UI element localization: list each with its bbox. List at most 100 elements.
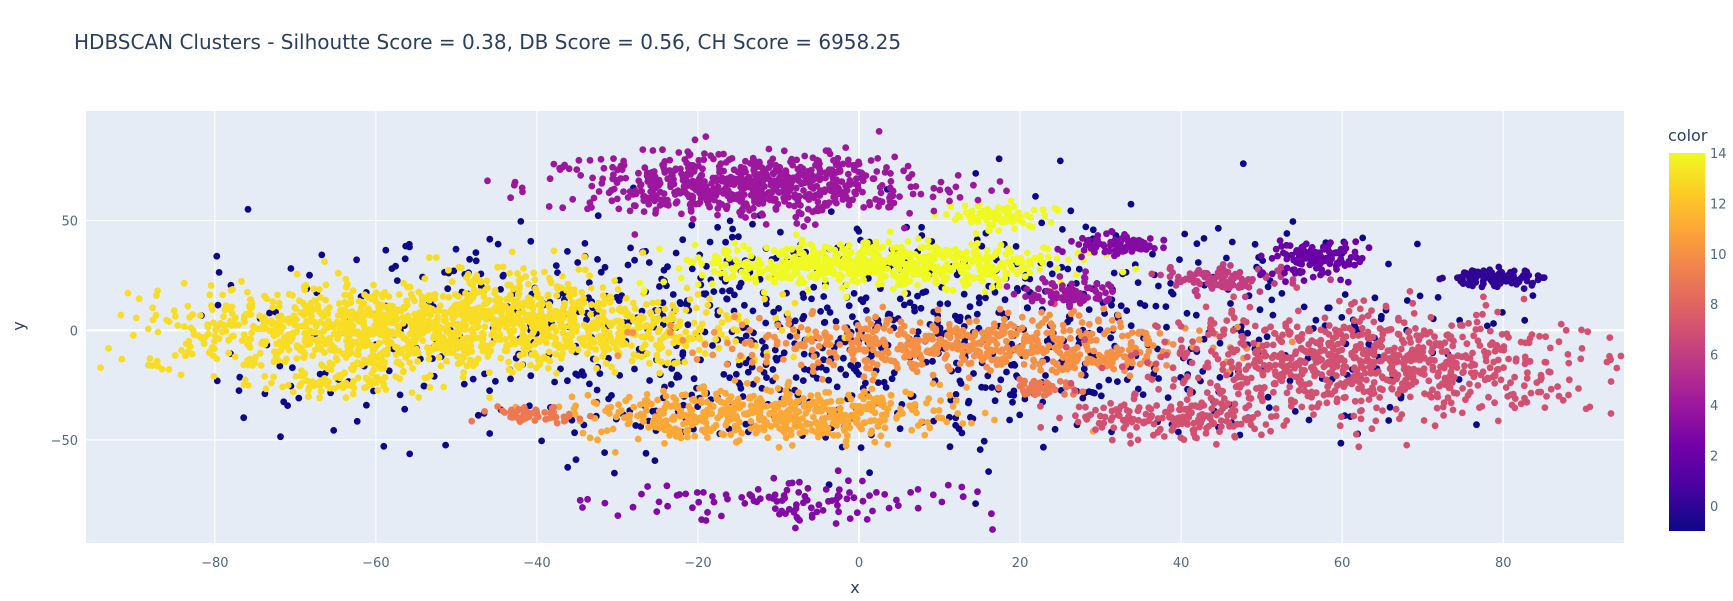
data-point [836, 341, 844, 348]
data-point [426, 254, 433, 261]
data-point [285, 315, 293, 322]
data-point [375, 301, 383, 308]
data-point [266, 309, 273, 317]
data-point [723, 295, 730, 303]
data-point [404, 301, 411, 309]
data-point [503, 295, 511, 303]
data-point [1067, 207, 1075, 215]
data-point [840, 354, 847, 362]
data-point [763, 374, 770, 381]
data-point [1127, 322, 1135, 330]
data-point [731, 313, 738, 321]
data-point [922, 288, 930, 295]
data-point [1117, 302, 1125, 310]
data-point [1416, 292, 1424, 300]
data-point [479, 335, 487, 343]
data-point [1528, 331, 1536, 338]
data-point [487, 347, 495, 355]
data-point [1004, 309, 1012, 317]
data-point [735, 233, 742, 241]
data-point [849, 313, 856, 321]
data-point [1490, 320, 1497, 327]
data-point [654, 328, 662, 336]
data-point [1193, 240, 1201, 248]
data-point [896, 425, 904, 433]
data-point [244, 288, 251, 296]
data-point [808, 346, 816, 354]
data-point [399, 320, 407, 327]
data-point [1156, 330, 1164, 337]
data-point [1096, 358, 1104, 366]
data-point [303, 341, 310, 349]
data-point [1493, 366, 1501, 374]
data-point [1066, 315, 1074, 323]
data-point [1095, 419, 1103, 427]
data-point [1118, 363, 1126, 371]
data-point [277, 324, 284, 332]
data-point [172, 312, 179, 320]
data-point [1511, 395, 1519, 402]
data-point [771, 346, 779, 354]
data-point [312, 328, 319, 336]
data-point [643, 301, 650, 308]
data-point [865, 400, 873, 408]
data-point [1372, 417, 1380, 425]
data-point [586, 340, 594, 347]
data-point [409, 364, 417, 372]
data-point [511, 340, 518, 348]
data-point [952, 421, 959, 429]
data-point [533, 293, 541, 300]
data-point [997, 376, 1005, 384]
data-point [389, 302, 396, 310]
data-point [1208, 405, 1216, 412]
data-point [596, 370, 604, 377]
data-point [586, 412, 594, 420]
data-point [1269, 311, 1277, 319]
data-point [818, 375, 826, 383]
data-point [579, 429, 587, 437]
data-point [639, 249, 647, 257]
data-point [1520, 382, 1528, 390]
data-point [1169, 423, 1177, 431]
data-point [433, 332, 441, 339]
data-point [634, 324, 642, 332]
data-point [659, 299, 667, 307]
data-point [680, 420, 687, 428]
data-point [1348, 327, 1356, 335]
data-point [314, 305, 322, 313]
data-point [497, 354, 505, 362]
data-point [1033, 346, 1040, 354]
data-point [1482, 353, 1490, 360]
data-point [1067, 334, 1074, 342]
data-point [1445, 378, 1452, 385]
data-point [936, 336, 943, 343]
data-point [544, 292, 552, 300]
data-point [1011, 345, 1018, 353]
data-point [301, 350, 309, 358]
data-point [629, 299, 637, 307]
data-point [878, 350, 886, 358]
data-point [1557, 320, 1565, 328]
chart-title: HDBSCAN Clusters - Silhoutte Score = 0.3… [74, 30, 901, 54]
data-point [822, 388, 829, 396]
data-point [332, 374, 340, 381]
data-point [1340, 394, 1348, 401]
data-point [772, 314, 780, 322]
data-point [832, 318, 840, 325]
data-point [601, 449, 608, 456]
data-point [842, 442, 850, 450]
data-point [553, 292, 561, 299]
data-point [827, 398, 835, 405]
data-point [144, 325, 152, 333]
data-point [689, 349, 696, 357]
data-point [395, 358, 402, 366]
data-point [163, 316, 171, 324]
data-point [949, 402, 957, 410]
data-point [392, 262, 399, 270]
data-point [368, 341, 375, 349]
data-point [1059, 226, 1066, 233]
data-point [1264, 393, 1272, 401]
data-point [742, 332, 750, 340]
data-point [978, 383, 985, 391]
